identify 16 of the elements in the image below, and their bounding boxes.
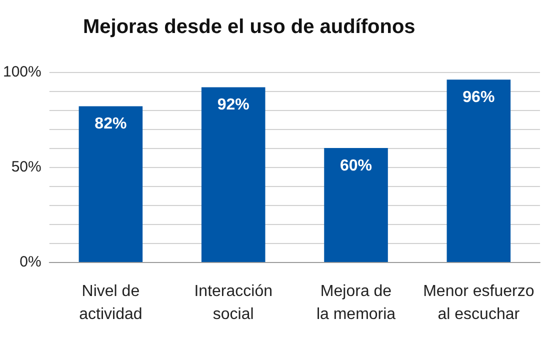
data-label: 82% <box>94 116 127 133</box>
x-tick-label: Nivel de actividad <box>79 283 142 323</box>
x-tick-label: Menor esfuerzo al escuchar <box>423 283 534 323</box>
bar <box>324 148 388 262</box>
chart-title: Mejoras desde el uso de audífonos <box>83 16 416 38</box>
y-tick-label: 50% <box>11 158 42 176</box>
bar <box>78 106 143 262</box>
data-label: 96% <box>462 89 495 106</box>
bar <box>201 87 266 262</box>
data-label: 60% <box>340 158 372 174</box>
bar <box>446 80 511 262</box>
y-tick-label: 100% <box>2 64 42 80</box>
y-tick-label: 0% <box>20 254 42 270</box>
x-tick-label: Interacción social <box>194 283 272 323</box>
data-label: 92% <box>217 96 250 114</box>
x-tick-label: Mejora de la memoria <box>316 283 396 323</box>
